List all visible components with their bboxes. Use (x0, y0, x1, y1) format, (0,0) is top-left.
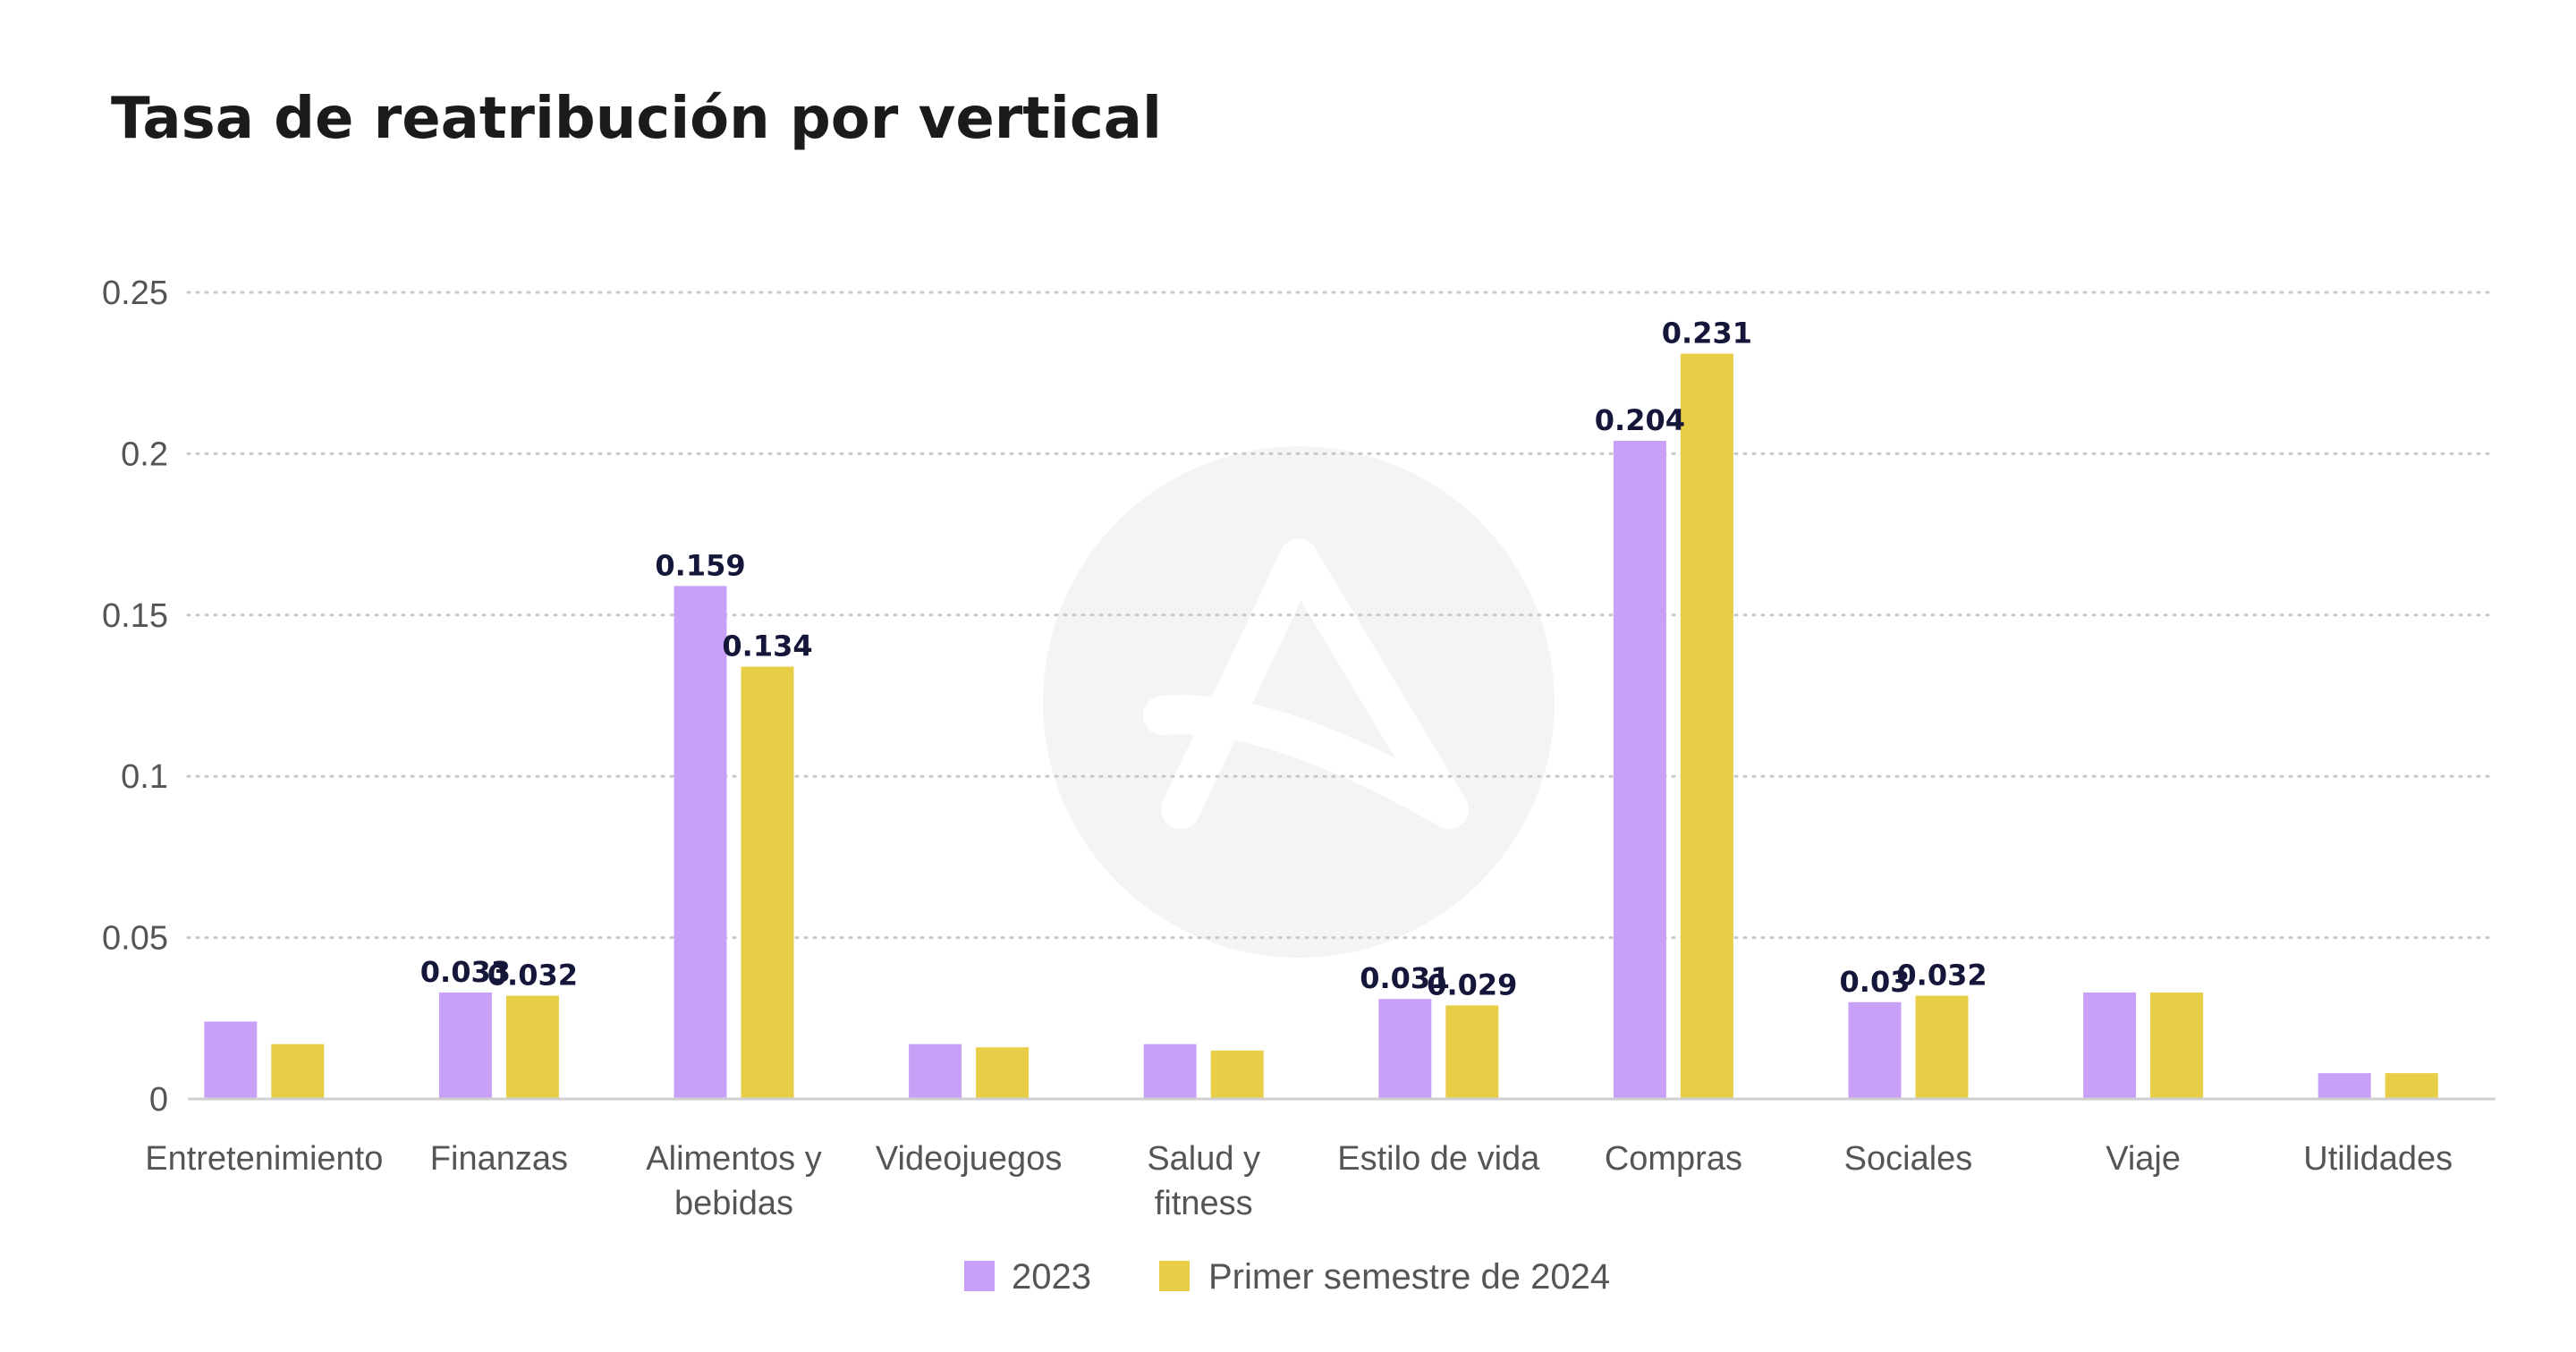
legend: 2023 Primer semestre de 2024 (964, 1257, 1610, 1297)
data-label: 0.204 (1595, 403, 1685, 437)
data-label: 0.033 (420, 955, 511, 989)
y-tick-label: 0.05 (102, 920, 168, 958)
y-tick-label: 0.15 (102, 597, 168, 635)
data-labels: 0.0330.0320.1590.1340.0310.0290.2040.231… (420, 317, 1987, 1002)
data-label: 0.03 (1840, 965, 1911, 999)
bar (674, 586, 727, 1099)
bar (271, 1044, 325, 1099)
bar (1613, 440, 1666, 1099)
bar (909, 1044, 962, 1099)
bars (204, 353, 2438, 1099)
y-axis: 0 0.05 0.1 0.15 0.2 0.25 (102, 275, 168, 1119)
chart-title: Tasa de reatribución por vertical (111, 86, 1162, 152)
x-tick-label: Alimentos y (646, 1140, 821, 1178)
x-tick-label: Estilo de vida (1337, 1140, 1540, 1178)
data-label: 0.231 (1662, 317, 1752, 351)
gridlines (186, 291, 2497, 940)
bar (2318, 1073, 2371, 1099)
bar (1210, 1050, 1264, 1099)
y-tick-label: 0 (149, 1081, 168, 1119)
legend-swatch (964, 1261, 995, 1291)
data-label: 0.029 (1427, 968, 1517, 1001)
bar (2083, 992, 2137, 1099)
bar (976, 1047, 1030, 1099)
x-tick-label: Finanzas (430, 1140, 568, 1178)
bar (2150, 992, 2204, 1099)
logo-icon (1043, 446, 1555, 958)
bar (1143, 1044, 1197, 1099)
x-tick-label: Sociales (1844, 1140, 1973, 1178)
legend-label: 2023 (1012, 1257, 1091, 1297)
x-axis: Entretenimiento Finanzas Alimentos y bebida… (145, 1140, 2453, 1222)
x-tick-label: Videojuegos (876, 1140, 1062, 1178)
legend-swatch (1159, 1261, 1190, 1291)
bar (2385, 1073, 2438, 1099)
x-tick-label: fitness (1155, 1185, 1253, 1222)
data-label: 0.134 (722, 630, 812, 663)
x-tick-label: Compras (1605, 1140, 1742, 1178)
data-label: 0.159 (655, 548, 745, 582)
y-tick-label: 0.2 (121, 435, 168, 473)
data-label: 0.032 (1896, 959, 1987, 993)
bar (438, 992, 492, 1099)
y-tick-label: 0.25 (102, 275, 168, 312)
bar (1680, 353, 1733, 1099)
bar (1848, 1001, 1902, 1099)
legend-label: Primer semestre de 2024 (1208, 1257, 1610, 1297)
data-label: 0.032 (487, 959, 578, 993)
bar (1445, 1005, 1499, 1099)
data-label: 0.031 (1360, 961, 1450, 995)
x-tick-label: bebidas (674, 1185, 793, 1222)
bar (1915, 995, 1969, 1099)
x-tick-label: Viaje (2106, 1140, 2181, 1178)
bar (204, 1021, 258, 1099)
x-tick-label: Utilidades (2303, 1140, 2453, 1178)
bar (741, 666, 794, 1099)
y-tick-label: 0.1 (121, 758, 168, 796)
x-tick-label: Entretenimiento (145, 1140, 383, 1178)
bar (1378, 999, 1432, 1099)
bar (505, 995, 559, 1099)
x-tick-label: Salud y (1147, 1140, 1260, 1178)
